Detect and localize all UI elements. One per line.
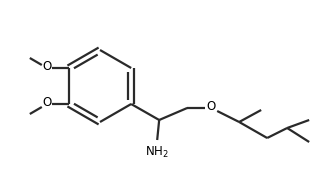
Text: O: O <box>206 101 216 113</box>
Text: O: O <box>42 61 52 73</box>
Text: O: O <box>42 97 52 109</box>
Text: NH$_2$: NH$_2$ <box>145 145 169 160</box>
